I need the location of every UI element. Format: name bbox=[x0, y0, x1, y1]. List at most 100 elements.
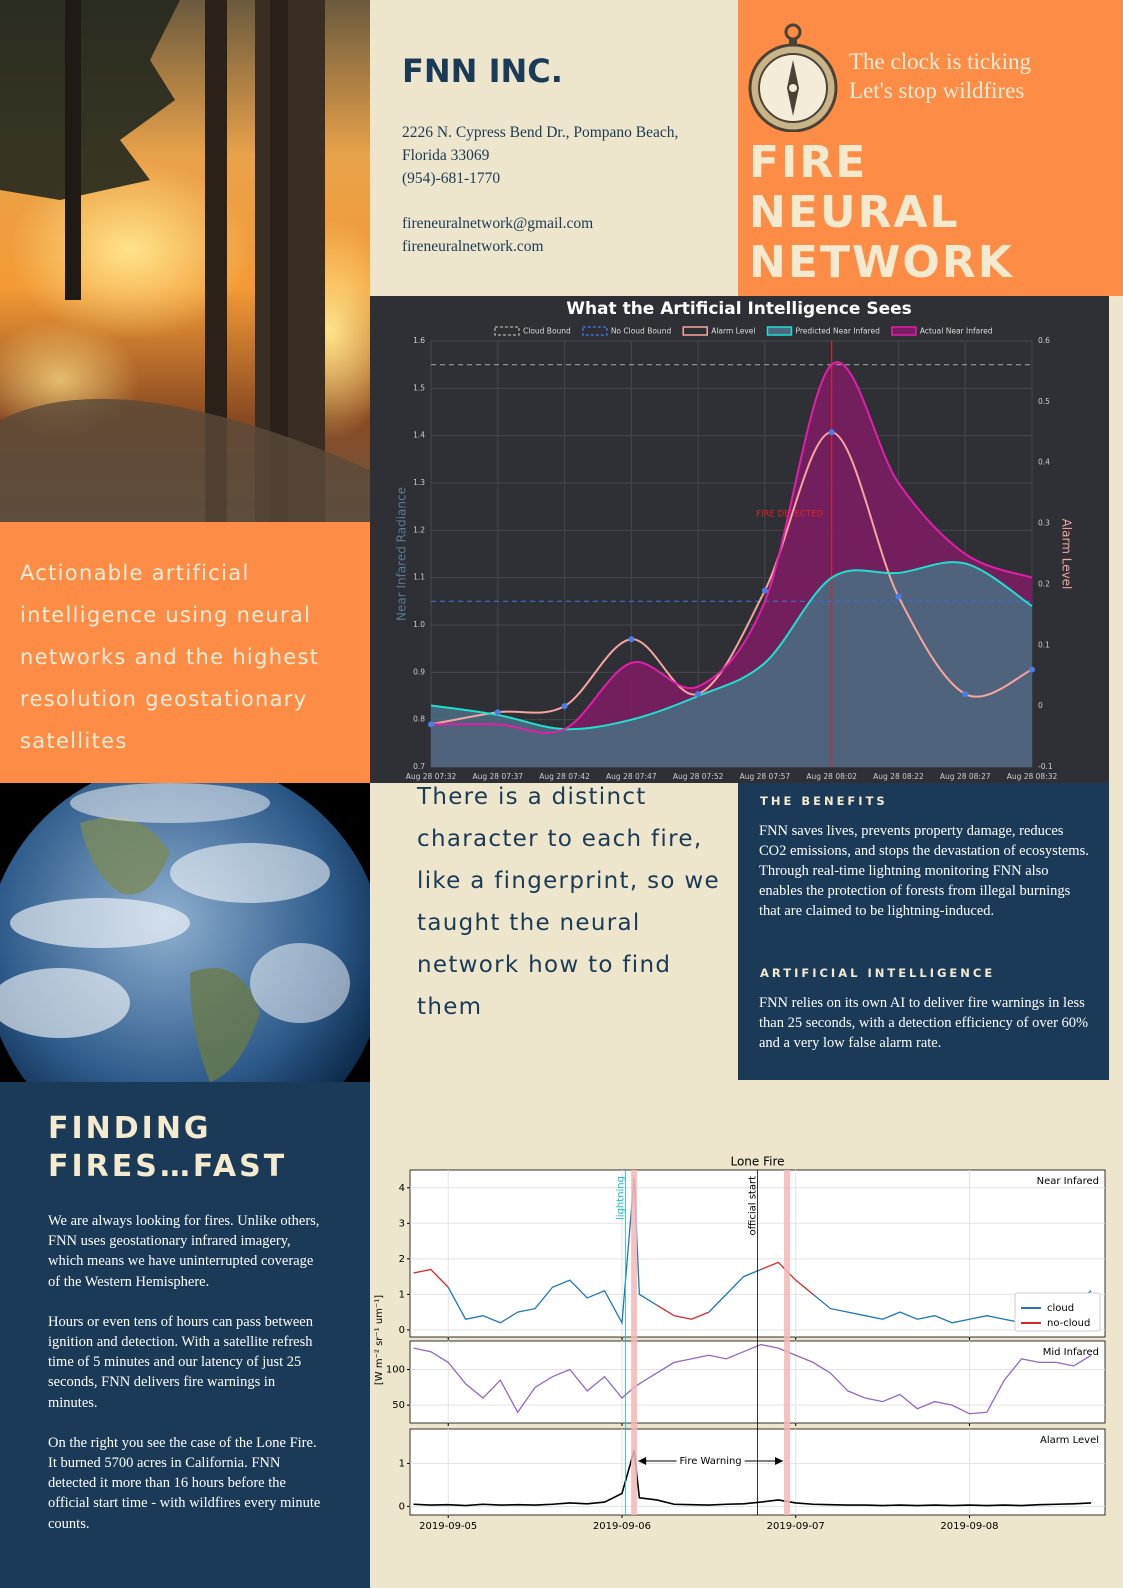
benefits-panel: THE BENEFITS FNN saves lives, prevents p… bbox=[738, 783, 1109, 1080]
x-tick-label: Aug 28 07:47 bbox=[606, 772, 657, 781]
address-line: (954)-681-1770 bbox=[402, 170, 501, 187]
line bbox=[430, 431, 1033, 726]
legend-swatch bbox=[766, 326, 793, 336]
x-tick-label: 2019-09-08 bbox=[940, 1521, 998, 1532]
point bbox=[561, 703, 568, 710]
x-tick-label: Aug 28 07:52 bbox=[673, 772, 724, 781]
y-tick-label: 100 bbox=[386, 1365, 405, 1376]
y-tick-label: 2 bbox=[399, 1254, 405, 1265]
x-tick-label: 2019-09-05 bbox=[419, 1521, 477, 1532]
y2-tick-label: 0.4 bbox=[1038, 458, 1050, 467]
legend-swatch bbox=[494, 326, 520, 336]
point bbox=[962, 690, 969, 697]
x-tick-label: Aug 28 08:32 bbox=[1007, 772, 1058, 781]
area bbox=[431, 562, 1032, 767]
tagline: The clock is ticking Let's stop wildfire… bbox=[849, 47, 1031, 105]
panel-label: Alarm Level bbox=[1040, 1435, 1099, 1446]
lone-fire-chart: Lone Fire [W m⁻² sr⁻¹ um⁻¹] 0 1 2 3 4 Near Infa… bbox=[374, 1155, 1106, 1532]
company-name: FNN INC. bbox=[402, 52, 563, 90]
x-tick-label: Aug 28 08:02 bbox=[806, 772, 857, 781]
event-label: official start bbox=[748, 1176, 759, 1236]
benefits-text: FNN saves lives, prevents property damag… bbox=[759, 823, 1089, 919]
banner-title-line: NEURAL bbox=[749, 187, 960, 238]
highlight-band bbox=[631, 1170, 638, 1515]
intro-panel: Actionable artificial intelligence using… bbox=[0, 522, 370, 783]
y2-tick-label: 0.6 bbox=[1038, 336, 1050, 345]
y-tick-label: 0 bbox=[399, 1501, 405, 1512]
tagline-line: The clock is ticking bbox=[849, 49, 1032, 74]
y-tick-label: 4 bbox=[399, 1183, 405, 1194]
address-line: Florida 33069 bbox=[402, 147, 490, 164]
line bbox=[430, 561, 1033, 731]
y-tick-label: 50 bbox=[392, 1400, 405, 1411]
banner-title-line: NETWORK bbox=[749, 237, 1014, 288]
legend-box bbox=[1014, 1292, 1101, 1332]
x-tick-label: Aug 28 08:22 bbox=[873, 772, 924, 781]
annotation: FIRE DETECTED bbox=[756, 510, 823, 520]
y-tick-label: 0.9 bbox=[413, 667, 425, 676]
earth-photo bbox=[0, 783, 370, 1082]
y-tick-label: 1.3 bbox=[413, 478, 425, 487]
x-tick-label: 2019-09-07 bbox=[767, 1521, 825, 1532]
y-tick-label: 0 bbox=[399, 1325, 405, 1336]
y2-tick-label: 0.2 bbox=[1038, 579, 1050, 588]
y2-axis-label: Alarm Level bbox=[1060, 519, 1074, 590]
event-label: lightning bbox=[615, 1176, 626, 1220]
paragraph: We are always looking for fires. Unlike … bbox=[48, 1213, 320, 1290]
line bbox=[430, 361, 1033, 734]
website: fireneuralnetwork.com bbox=[402, 238, 544, 255]
legend-label: No Cloud Bound bbox=[611, 327, 672, 336]
line bbox=[413, 1450, 1092, 1507]
y-tick-label: 1 bbox=[399, 1458, 405, 1469]
ai-heading: ARTIFICIAL INTELLIGENCE bbox=[760, 966, 996, 980]
legend-label: cloud bbox=[1047, 1303, 1074, 1314]
y2-tick-label: 0.5 bbox=[1038, 397, 1050, 406]
point bbox=[428, 721, 434, 728]
panel-label: Near Infared bbox=[1037, 1176, 1099, 1187]
point bbox=[494, 709, 501, 716]
banner: The clock is ticking Let's stop wildfire… bbox=[738, 0, 1123, 296]
legend-swatch bbox=[891, 326, 917, 336]
quote: There is a distinct character to each fi… bbox=[417, 784, 720, 1020]
y-tick-label: 1.5 bbox=[413, 383, 425, 392]
finding-panel: FINDING FIRES…FAST We are always looking… bbox=[0, 1082, 370, 1588]
ai-chart: What the Artificial Intelligence Sees 0.7… bbox=[370, 296, 1109, 783]
x-tick-label: 2019-09-06 bbox=[593, 1521, 651, 1532]
y-tick-label: 1.4 bbox=[413, 431, 425, 440]
point bbox=[828, 429, 835, 436]
warning-label-bg bbox=[676, 1454, 745, 1468]
y-tick-label: 1.2 bbox=[413, 525, 425, 534]
y-tick-label: 1 bbox=[399, 1289, 405, 1300]
y-axis-label: [W m⁻² sr⁻¹ um⁻¹] bbox=[374, 1295, 385, 1385]
x-tick-label: Aug 28 07:57 bbox=[740, 772, 791, 781]
legend-swatch bbox=[682, 326, 708, 336]
x-tick-label: Aug 28 07:37 bbox=[472, 772, 523, 781]
legend-swatch bbox=[582, 326, 608, 336]
legend-label: Alarm Level bbox=[711, 327, 755, 336]
paragraph: Hours or even tens of hours can pass bet… bbox=[48, 1313, 313, 1411]
point bbox=[628, 636, 635, 643]
chart-title: Lone Fire bbox=[730, 1155, 784, 1169]
x-tick-label: Aug 28 07:42 bbox=[539, 772, 590, 781]
point bbox=[1029, 666, 1035, 673]
ai-text: FNN relies on its own AI to deliver fire… bbox=[759, 995, 1089, 1051]
y-axis-label: Near Infared Radiance bbox=[395, 487, 409, 621]
y-tick-label: 1.1 bbox=[413, 573, 425, 582]
chart-title: What the Artificial Intelligence Sees bbox=[566, 299, 912, 319]
banner-title-line: FIRE bbox=[749, 137, 868, 188]
warning-label: Fire Warning bbox=[680, 1456, 742, 1467]
point bbox=[761, 587, 768, 594]
benefits-heading: THE BENEFITS bbox=[760, 794, 888, 808]
intro-text: Actionable artificial intelligence using… bbox=[20, 561, 320, 753]
compass-icon bbox=[748, 23, 838, 132]
y2-tick-label: 0.3 bbox=[1038, 519, 1050, 528]
legend-label: Predicted Near Infared bbox=[795, 327, 880, 336]
banner-title: FIRE NEURAL NETWORK bbox=[749, 138, 1014, 288]
finding-title-line: FIRES…FAST bbox=[48, 1149, 288, 1184]
finding-text: We are always looking for fires. Unlike … bbox=[48, 1211, 328, 1534]
forest-photo bbox=[0, 0, 370, 522]
legend-label: Actual Near Infared bbox=[920, 327, 993, 336]
y-tick-label: 3 bbox=[399, 1218, 405, 1229]
address-line: 2226 N. Cypress Bend Dr., Pompano Beach, bbox=[402, 124, 679, 141]
